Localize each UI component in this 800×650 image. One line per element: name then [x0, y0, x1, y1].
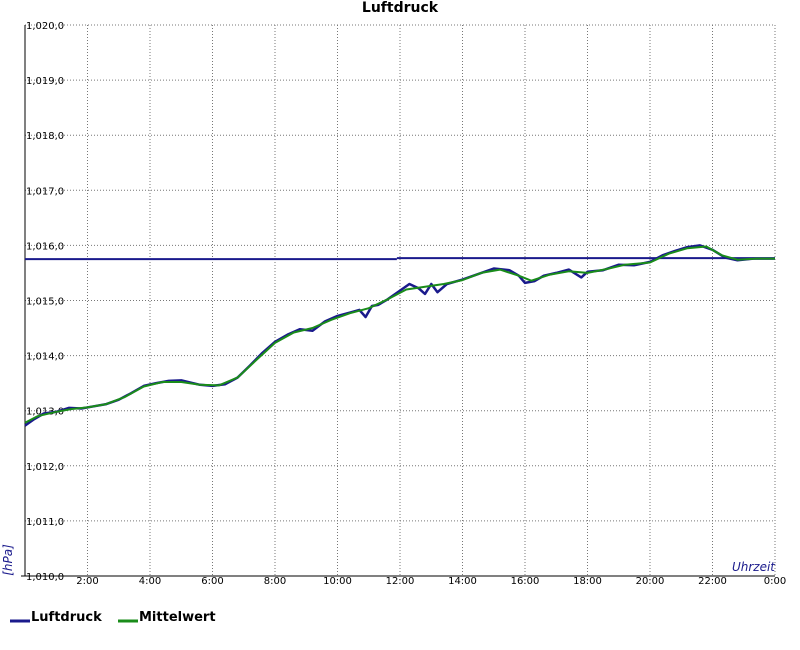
legend-label: Luftdruck: [31, 610, 102, 625]
y-axis-label: [hPa]: [1, 544, 15, 576]
y-tick-label: 1,012,0: [26, 462, 64, 473]
legend-label: Mittelwert: [139, 610, 216, 625]
series-lines: [24, 244, 775, 427]
x-tick-label: 18:00: [573, 576, 602, 587]
y-tick-label: 1,014,0: [26, 352, 64, 363]
x-tick-label: 8:00: [264, 576, 286, 587]
y-tick-label: 1,019,0: [26, 76, 64, 87]
x-tick-label: 16:00: [511, 576, 540, 587]
series-line-mittelwert: [24, 245, 775, 424]
y-tick-label: 1,010,0: [26, 572, 64, 583]
x-tick-label: 14:00: [448, 576, 477, 587]
axes: [21, 25, 775, 577]
y-tick-label: 1,017,0: [26, 186, 64, 197]
y-tick-label: 1,011,0: [26, 517, 64, 528]
x-tick-label: 6:00: [201, 576, 223, 587]
x-tick-label: 10:00: [323, 576, 352, 587]
x-tick-labels: 2:00 4:00 6:00 8:00 10:00 12:00 14:00 16:00 18:0…: [76, 576, 786, 587]
x-axis-label: Uhrzeit: [732, 560, 776, 574]
y-tick-label: 1,020,0: [26, 21, 64, 32]
series-line-luftdruck: [24, 244, 775, 427]
y-tick-labels: 1,010,01,011,01,012,01,013,01,014,01,015…: [26, 21, 64, 583]
x-tick-label: 2:00: [76, 576, 98, 587]
x-tick-label: 22:00: [698, 576, 727, 587]
y-tick-label: 1,015,0: [26, 297, 64, 308]
chart-title: Luftdruck: [362, 0, 439, 16]
y-tick-label: 1,018,0: [26, 131, 64, 142]
y-tick-label: 1,016,0: [26, 241, 64, 252]
x-tick-label: 12:00: [386, 576, 415, 587]
x-tick-label: 20:00: [636, 576, 665, 587]
grid-lines: [25, 24, 776, 576]
x-tick-label: 0:00: [764, 576, 786, 587]
legend: Luftdruck Mittelwert: [10, 610, 216, 625]
x-tick-label: 4:00: [139, 576, 161, 587]
